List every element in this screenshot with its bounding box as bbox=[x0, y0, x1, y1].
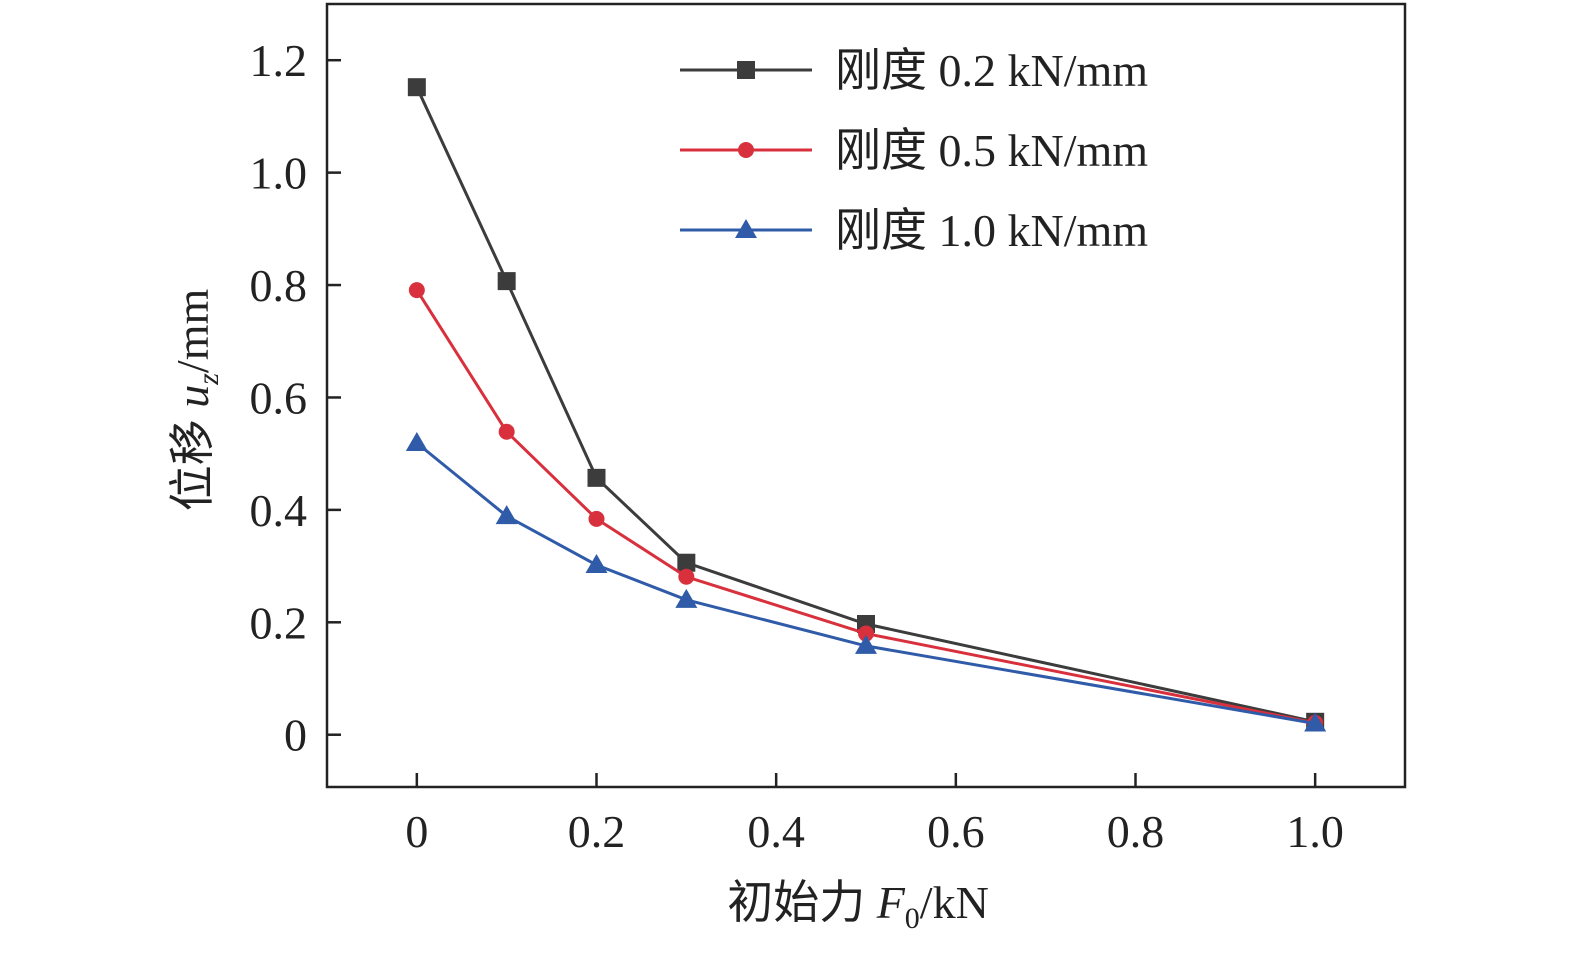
data-point bbox=[588, 510, 605, 527]
data-point bbox=[678, 568, 695, 585]
x-tick-label: 0.6 bbox=[927, 806, 985, 857]
y-axis-title: 位移 uz/mm bbox=[167, 289, 225, 512]
axes: 0 0.2 0.4 0.6 0.8 1.0 0 0.2 0.4 0.6 0.8 1.0 1.2 bbox=[250, 35, 1344, 857]
data-point bbox=[675, 588, 698, 608]
x-tick-label: 0.4 bbox=[747, 806, 805, 857]
y-tick-label: 0.4 bbox=[250, 485, 308, 536]
legend-label: 刚度 1.0 kN/mm bbox=[835, 205, 1148, 256]
data-point bbox=[408, 282, 425, 299]
legend-marker bbox=[735, 219, 757, 238]
series-line bbox=[415, 441, 1316, 725]
series-line bbox=[415, 289, 1316, 725]
data-point bbox=[855, 634, 877, 654]
x-tick-label: 0.8 bbox=[1107, 806, 1165, 857]
data-point bbox=[1304, 712, 1327, 732]
y-tick-label: 0.2 bbox=[250, 597, 308, 648]
data-point bbox=[585, 553, 608, 573]
y-tick-label: 0.6 bbox=[250, 372, 308, 423]
x-tick-label: 0 bbox=[405, 806, 428, 857]
data-point bbox=[498, 423, 515, 440]
legend-label: 刚度 0.2 kN/mm bbox=[835, 45, 1148, 96]
data-point bbox=[677, 553, 696, 572]
legend-entry: 刚度 1.0 kN/mm bbox=[680, 205, 1148, 256]
x-tick-label: 1.0 bbox=[1286, 806, 1344, 857]
y-tick-label: 0.8 bbox=[250, 260, 308, 311]
x-tick-label: 0.2 bbox=[568, 806, 626, 857]
legend-marker bbox=[738, 142, 754, 158]
legend-entry: 刚度 0.5 kN/mm bbox=[680, 125, 1148, 176]
series-line bbox=[415, 86, 1316, 724]
data-point bbox=[407, 78, 426, 97]
legend-entry: 刚度 0.2 kN/mm bbox=[680, 45, 1148, 96]
y-tick-label: 1.2 bbox=[250, 35, 308, 86]
data-point bbox=[497, 272, 516, 291]
y-tick-label: 0 bbox=[284, 710, 307, 761]
legend: 刚度 0.2 kN/mm 刚度 0.5 kN/mm 刚度 1.0 kN/mm bbox=[680, 45, 1148, 256]
legend-label: 刚度 0.5 kN/mm bbox=[835, 125, 1148, 176]
plot-frame bbox=[325, 2, 1407, 789]
data-point bbox=[405, 431, 428, 451]
series-triangle bbox=[405, 431, 1327, 732]
series-circle bbox=[408, 282, 1324, 731]
data-point bbox=[858, 625, 874, 642]
data-point bbox=[587, 468, 606, 487]
legend-marker bbox=[737, 61, 755, 79]
x-axis-title: 初始力 F0/kN bbox=[727, 877, 989, 935]
y-tick-label: 1.0 bbox=[250, 148, 308, 199]
plot-area bbox=[405, 78, 1327, 732]
data-point bbox=[495, 505, 518, 525]
